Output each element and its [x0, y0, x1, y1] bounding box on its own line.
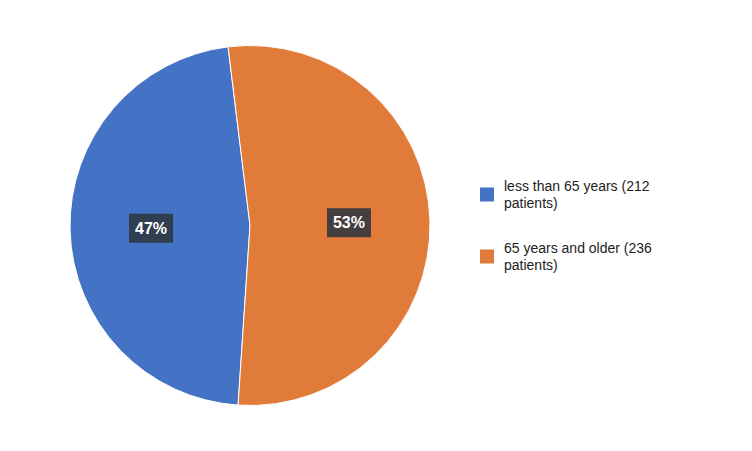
data-label-group: 53% [327, 208, 371, 237]
data-label: 53% [333, 214, 365, 231]
data-label: 47% [135, 220, 167, 237]
legend: less than 65 years (212patients)65 years… [480, 178, 652, 273]
data-labels: 47% 53% [129, 208, 371, 243]
data-label-box [327, 208, 371, 237]
legend-label-line: patients) [504, 195, 558, 211]
data-label-group: 47% [129, 214, 173, 243]
legend-label-line: 65 years and older (236 [504, 240, 652, 256]
pie-slice [70, 47, 250, 405]
pie-slice [228, 45, 430, 405]
data-label-box [129, 214, 173, 243]
legend-label: less than 65 years (212patients) [504, 178, 650, 211]
legend-item: less than 65 years (212patients) [480, 178, 650, 211]
legend-swatch [480, 188, 494, 202]
chart: 47%53%less than 65 years (212patients)65… [0, 0, 752, 451]
pie [70, 45, 430, 405]
legend-label-line: less than 65 years (212 [504, 178, 650, 194]
legend-swatch [480, 250, 494, 264]
legend-item: 65 years and older (236patients) [480, 240, 652, 273]
legend-label-line: patients) [504, 257, 558, 273]
legend-label: 65 years and older (236patients) [504, 240, 652, 273]
